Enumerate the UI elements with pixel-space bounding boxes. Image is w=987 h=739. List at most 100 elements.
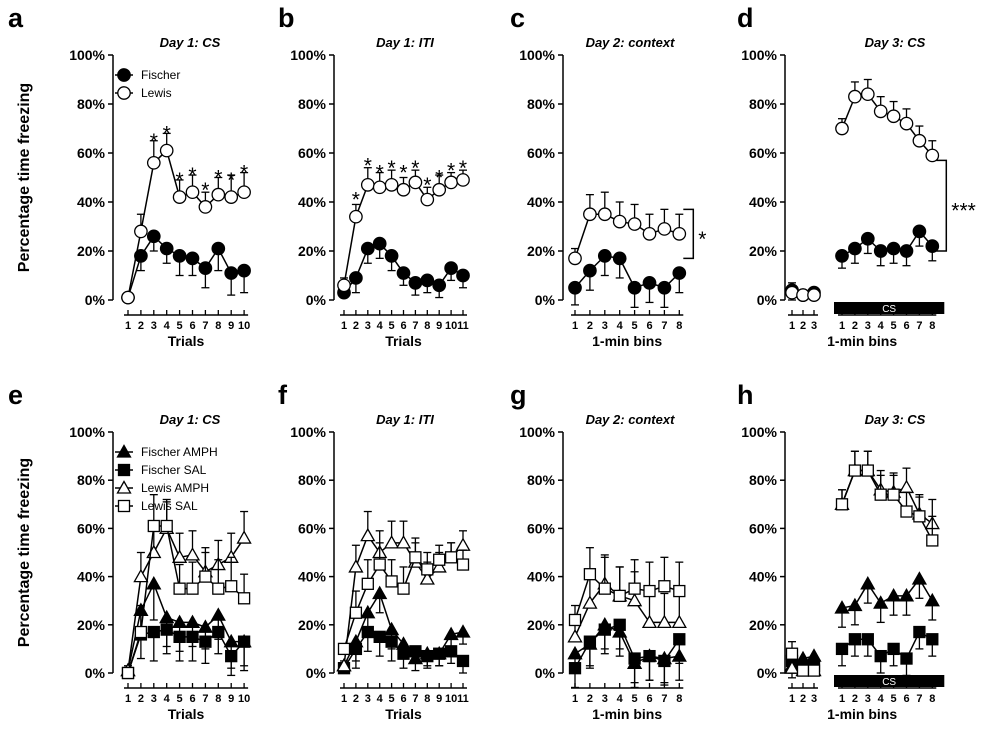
data-point xyxy=(199,635,212,648)
x-tick-label: 3 xyxy=(865,693,871,705)
significance-bracket xyxy=(683,208,695,260)
series-line xyxy=(127,581,245,671)
series-lewis-amph xyxy=(567,554,687,643)
data-point xyxy=(913,625,926,639)
data-point xyxy=(420,192,435,207)
legend: Fischer AMPH Fischer SAL Lewis AMPH Lewis S… xyxy=(115,444,218,513)
significance-marker: * xyxy=(364,154,372,177)
y-tick-label: 40% xyxy=(749,194,778,210)
x-tick-label: 2 xyxy=(138,693,144,705)
data-point xyxy=(134,625,148,639)
x-axis-label: Trials xyxy=(168,333,205,349)
data-point xyxy=(184,547,201,561)
x-tick-label: 3 xyxy=(365,693,371,705)
y-tick-label: 20% xyxy=(749,617,778,633)
data-point xyxy=(672,266,687,280)
data-point xyxy=(225,580,238,593)
series-lewis xyxy=(785,78,940,302)
data-point xyxy=(912,224,927,239)
y-tick-label: 20% xyxy=(527,617,556,633)
data-point xyxy=(408,275,423,290)
panel-title: Day 1: ITI xyxy=(376,412,434,427)
data-point xyxy=(597,249,612,263)
data-point xyxy=(873,244,888,258)
data-point xyxy=(873,104,888,119)
data-point xyxy=(396,266,411,280)
significance-marker: * xyxy=(399,162,407,185)
data-point xyxy=(171,614,188,629)
data-point xyxy=(613,589,626,603)
data-point xyxy=(116,444,132,458)
x-tick-label: 3 xyxy=(602,693,608,705)
y-tick-label: 60% xyxy=(77,520,106,536)
data-point xyxy=(199,570,212,583)
x-tick-label: 9 xyxy=(436,320,442,332)
data-point xyxy=(210,607,226,621)
y-tick-label: 20% xyxy=(527,243,556,259)
data-point xyxy=(899,116,914,131)
x-tick-label: 8 xyxy=(676,320,682,332)
data-point xyxy=(198,200,213,214)
x-tick-label: 3 xyxy=(365,320,371,332)
significance-marker: * xyxy=(423,174,431,197)
data-point xyxy=(336,657,352,672)
y-tick-label: 20% xyxy=(77,243,106,259)
x-tick-label: 9 xyxy=(228,693,234,705)
data-point xyxy=(383,535,400,549)
x-tick-label: 1 xyxy=(839,693,845,705)
data-point xyxy=(912,133,927,148)
y-tick-label: 40% xyxy=(77,569,106,585)
data-point xyxy=(642,227,657,241)
data-point xyxy=(372,585,388,600)
panel-title: Day 2: context xyxy=(586,35,676,50)
series-fischer xyxy=(121,229,251,305)
data-point xyxy=(456,173,470,187)
x-tick-label: 6 xyxy=(646,693,652,705)
data-point xyxy=(613,618,626,631)
x-tick-label: 3 xyxy=(811,320,817,332)
x-tick-label: 5 xyxy=(389,693,395,705)
significance-marker: * xyxy=(201,179,209,202)
x-tick-label: 8 xyxy=(929,320,935,332)
data-point xyxy=(360,178,375,192)
data-point xyxy=(360,241,375,256)
data-point xyxy=(383,621,400,636)
data-point xyxy=(848,464,862,477)
data-point xyxy=(361,577,374,590)
data-point xyxy=(861,633,874,646)
data-point xyxy=(121,290,135,305)
y-tick-label: 0% xyxy=(757,292,778,308)
y-tick-label: 100% xyxy=(519,424,555,440)
series-lewis xyxy=(121,132,251,305)
data-point xyxy=(146,576,162,590)
cs-bar-label: CS xyxy=(882,304,896,315)
x-tick-label: 9 xyxy=(436,693,442,705)
data-point xyxy=(160,519,173,533)
y-tick-label: 0% xyxy=(85,292,106,308)
y-tick-label: 80% xyxy=(77,96,106,112)
data-point xyxy=(925,148,940,163)
x-tick-label: 6 xyxy=(646,320,652,332)
data-point xyxy=(147,625,160,639)
x-tick-label: 6 xyxy=(400,320,406,332)
series-line xyxy=(127,525,245,674)
data-point xyxy=(421,563,434,576)
data-point xyxy=(582,595,598,609)
data-point xyxy=(627,217,642,231)
x-tick-label: 1 xyxy=(125,320,131,332)
panel-label: c xyxy=(510,3,525,33)
cs-bar xyxy=(834,302,945,314)
x-tick-label: 8 xyxy=(676,693,682,705)
data-point xyxy=(913,510,926,523)
x-axis-label: Trials xyxy=(385,333,422,349)
data-point xyxy=(886,109,901,124)
data-point xyxy=(198,261,213,275)
x-tick-label: 1 xyxy=(341,320,347,332)
x-tick-label: 5 xyxy=(891,320,897,332)
significance-marker: * xyxy=(388,157,396,180)
data-point xyxy=(159,609,175,624)
data-point xyxy=(146,544,162,559)
data-point xyxy=(173,630,186,643)
significance-marker: * xyxy=(163,123,171,146)
y-axis-label: Percentage time freezing xyxy=(16,458,33,647)
